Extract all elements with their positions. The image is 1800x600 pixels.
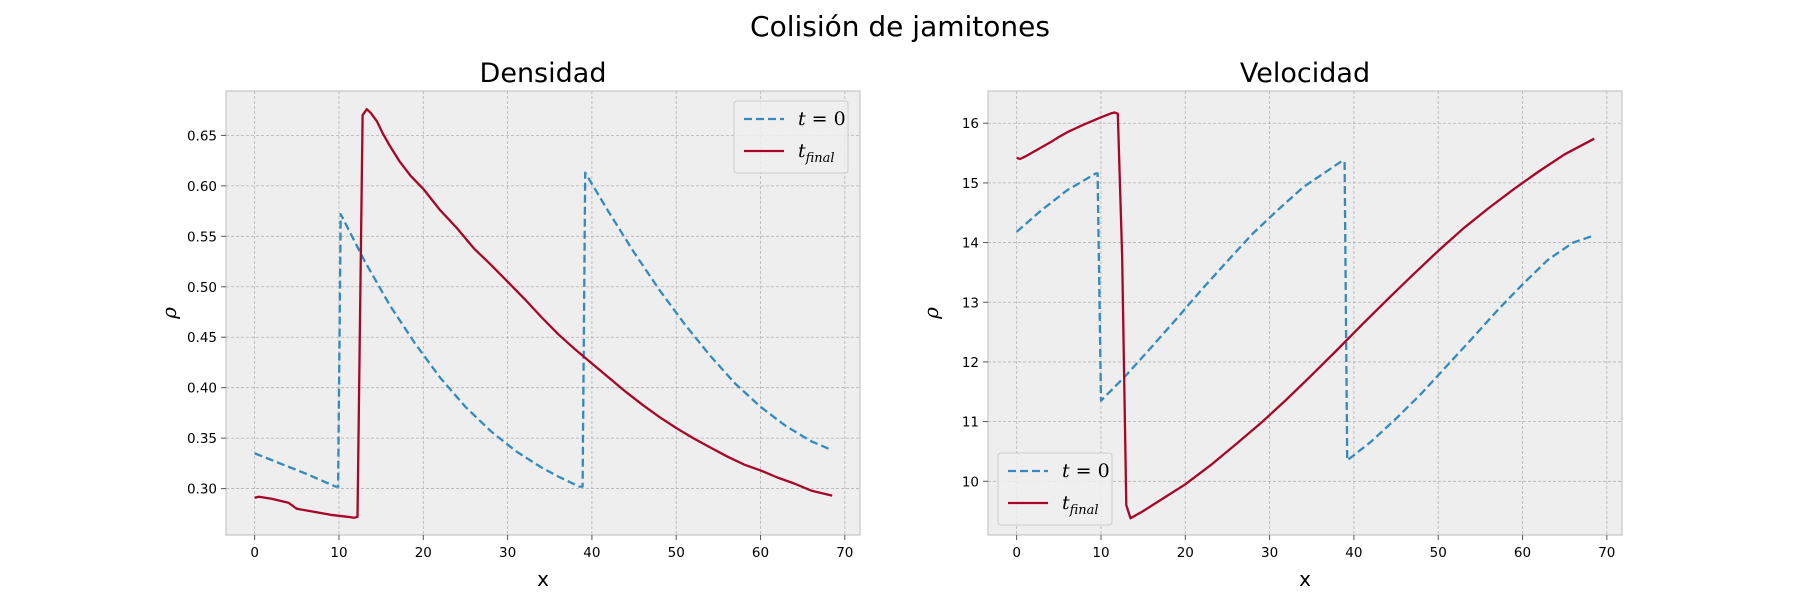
x-tick-label: 40 [583, 545, 600, 561]
y-tick-label: 13 [962, 295, 979, 311]
x-tick-label: 0 [1012, 545, 1021, 561]
panel-title: Velocidad [1240, 58, 1370, 89]
x-axis-label: x [537, 567, 549, 591]
y-tick-label: 0.35 [187, 431, 217, 447]
x-tick-label: 70 [1598, 545, 1615, 561]
y-tick-label: 0.45 [187, 330, 217, 346]
x-tick-label: 50 [1430, 545, 1447, 561]
y-tick-label: 11 [962, 415, 979, 431]
y-tick-label: 15 [962, 176, 979, 192]
figure-title: Colisión de jamitones [750, 10, 1050, 43]
legend-label: tfinal [1062, 492, 1099, 518]
x-tick-label: 20 [415, 545, 432, 561]
y-tick-label: 0.65 [187, 128, 217, 144]
axes-frame [225, 90, 861, 536]
y-tick-label: 16 [962, 116, 979, 132]
y-axis-label: ρ [157, 307, 181, 320]
y-axis-label: ρ [919, 307, 943, 320]
x-tick-label: 30 [499, 545, 516, 561]
x-axis-label: x [1299, 567, 1311, 591]
y-tick-label: 0.60 [187, 179, 217, 195]
legend-label: tfinal [798, 140, 835, 166]
y-tick-label: 14 [962, 236, 979, 252]
x-tick-label: 10 [330, 545, 347, 561]
y-tick-label: 10 [962, 474, 979, 490]
y-tick-label: 0.40 [187, 381, 217, 397]
x-tick-label: 60 [752, 545, 769, 561]
series-line-t0 [254, 171, 833, 488]
series-line-tfinal [254, 108, 833, 519]
velocity-panel: 0 10 20 30 40 50 60 70 10 11 12 13 14 15 16 x ρ Velocidad… [919, 58, 1623, 591]
legend-label: t = 0 [1062, 460, 1110, 482]
legend: t = 0 tfinal [733, 100, 849, 174]
x-tick-label: 50 [668, 545, 685, 561]
x-tick-label: 60 [1514, 545, 1531, 561]
x-tick-label: 40 [1345, 545, 1362, 561]
series-line-tfinal [1016, 111, 1595, 520]
x-tick-label: 70 [836, 545, 853, 561]
y-tick-label: 0.55 [187, 229, 217, 245]
x-tick-label: 10 [1092, 545, 1109, 561]
legend: t = 0 tfinal [997, 452, 1113, 526]
x-tick-label: 30 [1261, 545, 1278, 561]
y-tick-label: 0.50 [187, 280, 217, 296]
legend-label: t = 0 [798, 108, 846, 130]
y-tick-label: 12 [962, 355, 979, 371]
x-tick-label: 20 [1177, 545, 1194, 561]
panel-title: Densidad [480, 58, 607, 89]
y-tick-label: 0.30 [187, 482, 217, 498]
density-panel: 0 10 20 30 40 50 60 70 0.30 0.35 0.40 0.45 0.50 0.55 0… [157, 58, 861, 591]
axes-frame [987, 90, 1623, 536]
x-tick-label: 0 [250, 545, 259, 561]
